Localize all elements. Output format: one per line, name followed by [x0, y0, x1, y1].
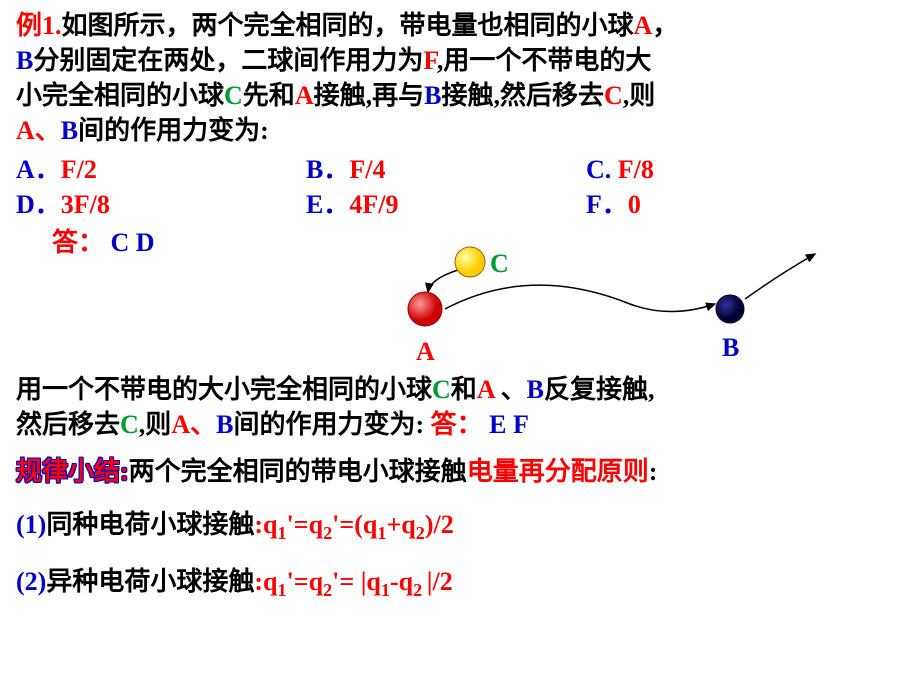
opt-F-label: F．	[586, 190, 628, 219]
opt-B-label: B．	[306, 155, 349, 184]
options-row-1: A．F/2 B．F/4 C. F/8	[16, 152, 904, 187]
rule-title: 规律小结:	[16, 457, 129, 486]
ball-b	[716, 295, 744, 323]
label-A: A	[416, 334, 435, 369]
example-label: 例1.	[16, 11, 62, 40]
arrow-c-to-a	[428, 270, 458, 292]
opt-A-label: A．	[16, 155, 61, 184]
opt-C-label: C.	[586, 155, 618, 184]
options-row-2: D．3F/8 E．4F/9 F．0	[16, 187, 904, 222]
diagram: C A B	[350, 234, 870, 364]
opt-E-val: 4F/9	[349, 190, 398, 219]
equation-2: (2)异种电荷小球接触:q1'=q2'= |q1-q2 |/2	[16, 564, 904, 603]
equation-1: (1)同种电荷小球接触:q1'=q2'=(q1+q2)/2	[16, 507, 904, 546]
arrow-b-away	[745, 254, 815, 299]
ball-c	[455, 247, 485, 277]
opt-C-val: F/8	[618, 155, 654, 184]
opt-A-val: F/2	[61, 155, 97, 184]
opt-E-label: E．	[306, 190, 349, 219]
label-C: C	[490, 246, 509, 281]
part2-text: 用一个不带电的大小完全相同的小球C和A 、B反复接触, 然后移去C,则A、B间的…	[16, 372, 904, 442]
opt-D-label: D．	[16, 190, 61, 219]
label-B: B	[722, 330, 739, 365]
opt-D-val: 3F/8	[61, 190, 110, 219]
opt-B-val: F/4	[349, 155, 385, 184]
ball-a	[408, 292, 442, 326]
question-text: 例1.如图所示，两个完全相同的，带电量也相同的小球A， B分别固定在两处，二球间…	[16, 8, 904, 148]
arrow-a-to-b	[445, 285, 715, 311]
opt-F-val: 0	[628, 190, 641, 219]
rule-line: 规律小结:两个完全相同的带电小球接触电量再分配原则:	[16, 454, 904, 489]
